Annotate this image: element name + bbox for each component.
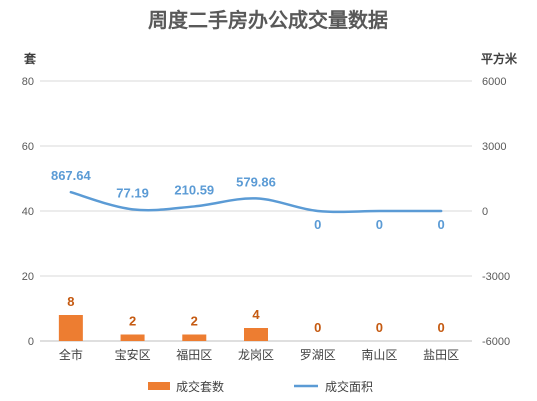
line-data-label: 579.86 — [236, 174, 276, 189]
left-tick-label: 0 — [28, 336, 34, 348]
left-tick-label: 60 — [22, 141, 34, 153]
line-series: 867.64 77.19 210.59 579.86 0 0 0 — [51, 168, 445, 232]
line-data-label: 0 — [376, 217, 383, 232]
line-data-label: 0 — [438, 217, 445, 232]
bar-series: 8 2 2 4 0 0 0 — [58, 294, 445, 341]
category-label: 福田区 — [176, 347, 212, 362]
legend-label-bars: 成交套数 — [176, 379, 224, 394]
category-label: 罗湖区 — [300, 347, 336, 362]
left-tick-label: 20 — [22, 271, 34, 283]
legend-swatch-bars — [148, 382, 170, 390]
legend: 成交套数 成交面积 — [148, 379, 373, 394]
right-tick-label: -6000 — [482, 336, 510, 348]
line-path — [69, 190, 443, 214]
right-tick-label: 3000 — [482, 141, 506, 153]
right-tick-label: 6000 — [482, 76, 506, 88]
bar-data-label: 2 — [129, 314, 136, 329]
category-label: 盐田区 — [423, 348, 459, 362]
right-axis-ticks: -6000 -3000 0 3000 6000 — [482, 76, 510, 348]
bar-data-label: 2 — [191, 314, 198, 329]
bar-data-label: 8 — [67, 294, 74, 309]
right-axis-unit: 平方米 — [481, 51, 518, 66]
line-data-label: 867.64 — [51, 168, 92, 183]
line-data-label: 77.19 — [116, 185, 149, 200]
bar — [120, 334, 145, 341]
category-label: 宝安区 — [115, 347, 151, 362]
left-tick-label: 80 — [22, 76, 34, 88]
bar-data-label: 0 — [314, 320, 321, 335]
legend-label-line: 成交面积 — [325, 379, 373, 394]
bar-data-label: 0 — [376, 320, 383, 335]
gridlines — [40, 80, 472, 342]
right-tick-label: -3000 — [482, 271, 510, 283]
left-axis-unit: 套 — [23, 51, 37, 66]
chart-title: 周度二手房办公成交量数据 — [148, 8, 388, 32]
line-data-label: 210.59 — [174, 182, 214, 197]
bar-data-label: 4 — [252, 307, 260, 322]
category-label: 南山区 — [361, 347, 397, 362]
line-data-label: 0 — [314, 217, 321, 232]
category-label: 全市 — [59, 347, 83, 362]
category-axis: 全市 宝安区 福田区 龙岗区 罗湖区 南山区 盐田区 — [59, 347, 459, 362]
category-label: 龙岗区 — [238, 348, 274, 362]
left-tick-label: 40 — [22, 206, 34, 218]
bar — [244, 328, 268, 341]
bar — [182, 334, 207, 341]
right-tick-label: 0 — [482, 206, 488, 218]
bar — [58, 315, 83, 341]
left-axis-ticks: 0 20 40 60 80 — [22, 76, 34, 348]
bar-data-label: 0 — [438, 320, 445, 335]
